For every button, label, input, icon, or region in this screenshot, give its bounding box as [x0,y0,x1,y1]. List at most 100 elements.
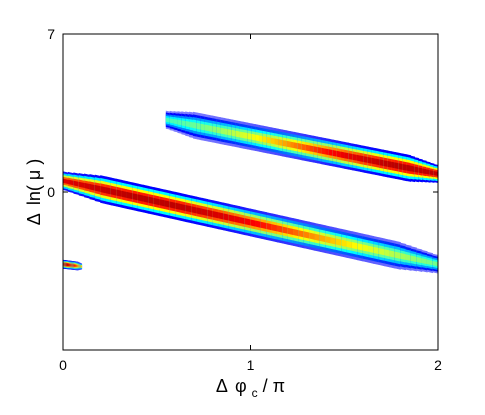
heat-cell [56,260,57,267]
heat-cell [59,261,60,266]
heat-cell [51,261,52,264]
heat-cell [367,157,373,164]
heat-cell [51,262,52,264]
heat-cell [290,141,295,149]
heat-cell [235,130,241,138]
heat-cell [54,261,55,266]
heat-cell [293,228,300,237]
heat-cell [189,121,194,129]
heat-cell [47,260,48,265]
heat-cell [262,136,268,143]
heat-cell [54,260,55,267]
heat-cell [50,259,51,266]
heat-cell [61,263,62,265]
heat-cell [394,162,400,170]
heat-cell [47,260,48,264]
heat-cell [348,153,353,160]
heat-cell [375,158,381,166]
heat-cell [52,260,53,265]
heat-cell [110,188,117,196]
heat-cell [121,190,128,199]
heat-cell [55,261,56,266]
heat-cell [61,262,62,265]
heat-cell [44,260,45,264]
heat-cell [239,131,245,139]
heat-cell [57,259,58,267]
heat-cell [212,211,219,219]
heat-cell [80,265,83,268]
heat-cell [56,263,57,265]
heat-cell [44,259,45,264]
heat-cell [45,260,46,264]
x-axis-ticks: 0 1 2 [59,34,442,373]
heat-cell [282,226,289,234]
heat-cell [89,183,96,191]
heat-cell [432,260,438,267]
heat-cell [368,245,375,253]
heat-cell [46,261,47,264]
heat-cell [62,261,63,268]
heat-cell [53,259,54,267]
heat-cell [51,260,52,265]
heat-cell [48,259,49,266]
heat-cell [45,261,46,262]
heat-cell [228,214,235,222]
heat-cell [48,260,49,265]
heat-cell [100,185,107,194]
heat-cell [52,261,53,264]
heat-cell [56,263,57,265]
heat-cell [208,125,214,133]
heat-cell [239,217,246,225]
heat-cell [61,260,62,268]
heat-cell [59,260,60,268]
heat-cell [313,146,318,153]
heat-cell [378,248,385,256]
heat-cell [55,262,56,265]
heat-cell [53,261,54,266]
heat-cell [181,120,186,127]
heat-cell [335,238,342,246]
heat-cell [344,152,349,160]
heat-cell [78,181,85,189]
heat-cell [250,219,257,227]
heat-cell [56,262,57,265]
heat-cell [421,258,428,265]
heat-cell [44,261,45,263]
heat-cell [243,132,248,140]
heat-cell [45,259,46,265]
heat-cell [50,259,51,267]
heat-cell [266,136,272,144]
heatmap-layer [44,110,438,274]
heat-cell [58,260,59,268]
heat-cell [44,261,45,262]
heat-cell [59,262,60,265]
heat-cell [410,165,415,173]
heat-cell [298,230,305,238]
heat-cell [51,260,52,265]
heat-cell [60,260,61,268]
heat-cell [224,128,229,136]
heat-cell [137,194,144,202]
heat-cell [55,260,56,267]
heat-cell [352,153,357,161]
heat-cell [46,261,47,264]
heat-cell [45,261,46,263]
heat-cell [53,261,54,264]
heat-cell [196,122,202,130]
heat-cell [231,129,237,137]
heat-cell [44,260,45,263]
heat-cell [61,262,62,267]
heat-cell [148,196,155,205]
heat-cell [426,169,431,175]
heat-cell [244,218,251,226]
heat-cell [57,260,58,267]
heat-cell [52,260,53,267]
heat-cell [58,262,59,265]
upper-band [165,110,438,183]
heat-cell [46,259,47,265]
y-axis-ticks: 07 [47,26,438,200]
heat-cell [57,261,58,266]
heat-cell [317,146,322,154]
heat-cell [54,259,55,267]
